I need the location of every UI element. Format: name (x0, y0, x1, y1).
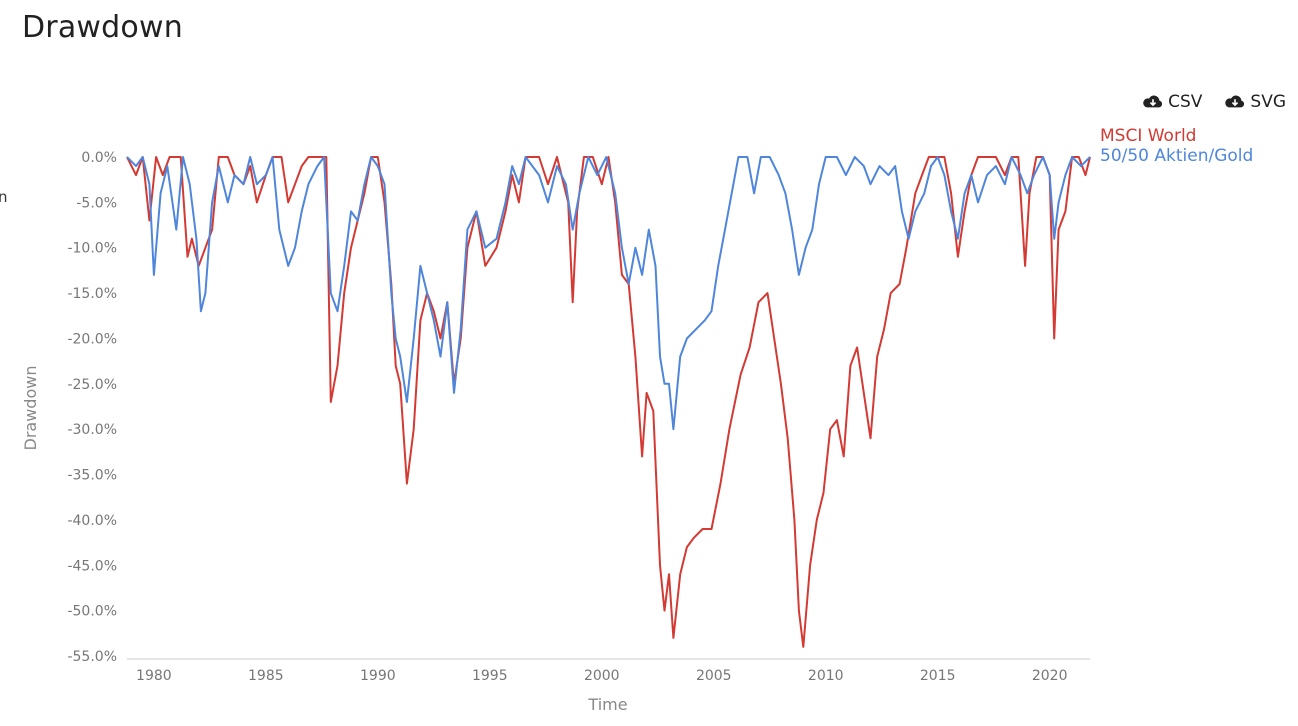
legend-entry-aktien-gold[interactable]: 50/50 Aktien/Gold (1100, 146, 1254, 166)
legend-entry-msci-world[interactable]: MSCI World (1100, 126, 1197, 146)
x-tick-label: 1990 (360, 668, 396, 684)
page-title: Drawdown (22, 10, 183, 45)
x-tick-label: 2010 (808, 668, 844, 684)
x-tick-label: 1980 (136, 668, 172, 684)
y-tick-label: 0.0% (81, 150, 117, 166)
y-axis-title: Drawdown (21, 366, 40, 451)
y-tick-label: -10.0% (67, 241, 117, 257)
download-csv-label: CSV (1168, 92, 1203, 112)
x-tick-label: 1985 (248, 668, 284, 684)
truncated-label: n (0, 188, 8, 206)
y-tick-label: -40.0% (67, 513, 117, 529)
y-tick-label: -45.0% (67, 558, 117, 574)
download-csv-button[interactable]: CSV (1142, 92, 1202, 112)
x-tick-label: 2020 (1032, 668, 1068, 684)
x-tick-label: 1995 (472, 668, 508, 684)
y-tick-label: -35.0% (67, 468, 117, 484)
x-tick-label: 2015 (920, 668, 956, 684)
x-tick-label: 2000 (584, 668, 620, 684)
y-tick-label: -55.0% (67, 649, 117, 665)
chart-axes: 0.0% -5.0% -10.0% -15.0% -20.0% -25.0% -30.0% -… (67, 150, 1090, 684)
x-axis-title: Time (587, 695, 627, 714)
chart-legend: MSCI World 50/50 Aktien/Gold (1100, 126, 1253, 166)
cloud-download-icon (1225, 95, 1245, 108)
series-line-msci-world (126, 156, 1091, 648)
download-svg-button[interactable]: SVG (1224, 92, 1286, 112)
y-tick-label: -20.0% (67, 331, 117, 347)
download-svg-label: SVG (1250, 92, 1286, 112)
cloud-download-icon (1143, 95, 1163, 108)
series-line-aktien-gold (126, 156, 1091, 431)
x-tick-label: 2005 (696, 668, 732, 684)
y-tick-label: -15.0% (67, 286, 117, 302)
y-tick-label: -25.0% (67, 377, 117, 393)
download-toolbar: CSV SVG (1142, 92, 1286, 112)
chart-series-layer (126, 156, 1091, 648)
y-tick-label: -30.0% (67, 422, 117, 438)
y-tick-label: -5.0% (76, 195, 117, 211)
y-tick-label: -50.0% (67, 604, 117, 620)
